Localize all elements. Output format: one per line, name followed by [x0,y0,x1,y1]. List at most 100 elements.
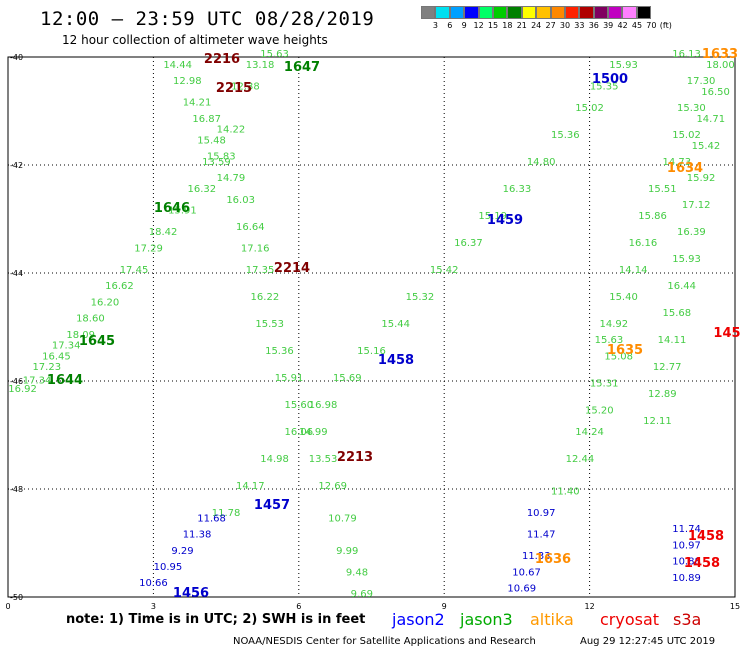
swh-value: 15.69 [333,373,362,384]
swh-value: 14.44 [163,60,192,71]
pass-time-label: 1633 [702,47,738,62]
swh-value: 14.14 [619,265,648,276]
legend-label: 70 [646,21,657,30]
swh-value: 17.23 [32,362,61,373]
swh-value: 15.93 [609,60,638,71]
swh-value: 11.33 [522,551,551,562]
swh-value: 13.18 [246,60,275,71]
swh-value: 10.69 [507,584,536,595]
swh-value: 11.40 [551,486,580,497]
swh-value: 16.20 [91,297,120,308]
swh-value: 16.87 [192,114,221,125]
legend-swatch [579,6,594,19]
legend-swatch [550,6,565,19]
legend-label: 21 [516,21,527,30]
swh-value: 15.31 [590,378,619,389]
legend-color-scale [421,6,652,19]
swh-value: 15.60 [284,400,313,411]
legend-label: 18 [502,21,513,30]
swh-value: 15.63 [260,49,289,60]
swh-value: 16.03 [226,195,255,206]
legend-label: 3 [432,21,438,30]
swh-value: 12.44 [566,454,595,465]
legend-swatch [636,6,652,19]
swh-value: 9.69 [351,589,373,600]
swh-value: 12.89 [648,389,677,400]
swh-value: 15.44 [381,319,410,330]
pass-time-label: 2215 [216,81,252,96]
legend-label: 6 [447,21,453,30]
swh-value: 11.74 [672,524,701,535]
swh-value: 15.92 [687,173,716,184]
swh-value: 12.38 [231,81,260,92]
pass-time-label: 1634 [667,161,703,176]
swh-value: 15.68 [663,308,692,319]
swh-value: 16.45 [42,351,71,362]
swh-value: 15.40 [609,292,638,303]
swh-value: 17.35 [246,265,275,276]
swh-value: 10.97 [672,540,701,551]
lat-tick-label: -44 [10,269,23,278]
swh-value: 14.11 [658,335,687,346]
legend-label: 39 [603,21,614,30]
legend-swatch [421,6,436,19]
legend-label: 33 [574,21,585,30]
swh-value: 14.79 [217,173,246,184]
satellite-jason3: jason3 [460,610,513,629]
swh-value: 10.66 [139,578,168,589]
lon-tick-label: 9 [442,602,447,611]
swh-value: 14.22 [217,125,246,136]
swh-value: 16.13 [672,49,701,60]
swh-value: 17.34 [23,376,52,387]
swh-value: 16.16 [629,238,658,249]
map-title: 12:00 – 23:59 UTC 08/28/2019 [40,8,375,30]
swh-value: 15.51 [648,184,677,195]
swh-value: 15.91 [275,373,304,384]
map-subtitle: 12 hour collection of altimeter wave hei… [62,33,328,47]
lon-tick-label: 3 [151,602,156,611]
pass-time-label: 2214 [274,261,310,276]
swh-value: 15.36 [265,346,294,357]
swh-value: 18.42 [149,227,178,238]
pass-time-label: 1635 [607,343,643,358]
lat-tick-label: -50 [10,593,23,602]
swh-value: 15.53 [255,319,284,330]
swh-value: 16.44 [667,281,696,292]
swh-value: 9.99 [336,546,358,557]
swh-value: 10.97 [527,508,556,519]
swh-value: 16.39 [677,227,706,238]
swh-value: 15.93 [672,254,701,265]
swh-value: 11.68 [197,513,226,524]
pass-time-label: 1636 [535,552,571,567]
satellite-jason2: jason2 [392,610,445,629]
swh-value: 10.88 [672,557,701,568]
legend-swatch [478,6,493,19]
swh-value: 15.19 [478,211,507,222]
lat-tick-label: -42 [10,161,23,170]
swh-value: 17.16 [241,243,270,254]
legend-label: 45 [631,21,643,30]
swh-value: 16.64 [236,222,265,233]
swh-value: 15.36 [551,130,580,141]
legend-label: 42 [617,21,628,30]
swh-value: 9.29 [171,546,193,557]
legend-swatch [464,6,479,19]
legend-swatch [492,6,508,19]
swh-value: 9.48 [346,567,368,578]
swh-value: 15.32 [406,292,435,303]
swh-value: 14.71 [696,114,725,125]
swh-value: 11.47 [527,530,556,541]
legend-label: 12 [473,21,484,30]
swh-value: 18.00 [706,60,735,71]
swh-value: 15.35 [590,81,619,92]
swh-value: 14.92 [600,319,629,330]
swh-value: 15.20 [585,405,614,416]
pass-time-label: 1458 [378,353,414,368]
swh-value: 17.12 [682,200,711,211]
swh-value: 17.30 [687,76,716,87]
swh-value: 14.24 [575,427,604,438]
legend-labels: 3 6 9 12 15 18 21 24 27 30 33 36 39 42 45 70 (ft) [421,19,672,33]
pass-time-label: 1500 [592,72,628,87]
lon-tick-label: 12 [585,602,595,611]
swh-value: 15.08 [604,351,633,362]
